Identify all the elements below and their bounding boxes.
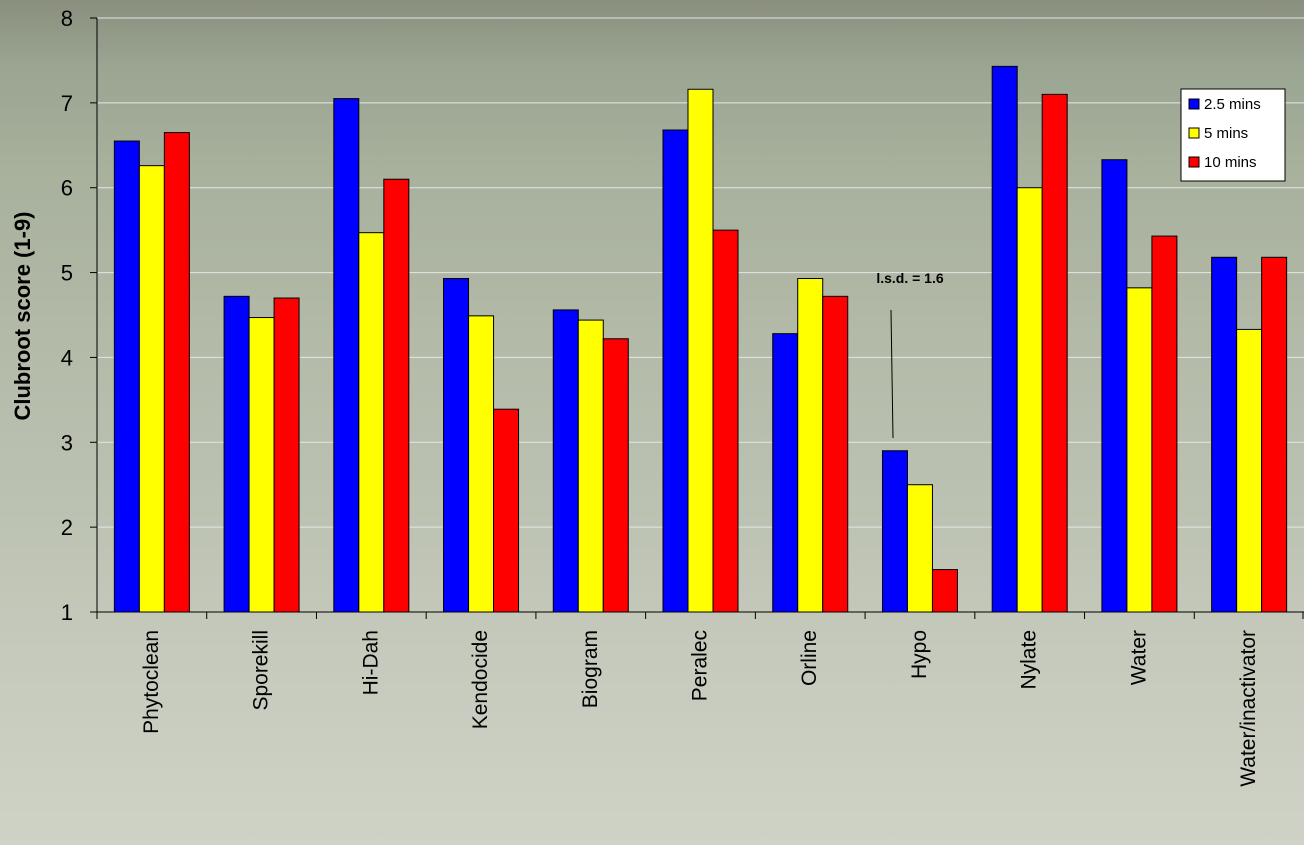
bar [223,295,250,613]
y-tick-labels: 1 2 3 4 5 6 7 8 [61,6,73,625]
bar [493,408,520,613]
bar [1126,287,1153,613]
legend-label: 5 mins [1204,125,1248,142]
bar [468,315,495,613]
category-label: Biogram [579,630,602,708]
category-label: Water [1127,630,1150,685]
bar [712,229,739,613]
bar [1261,256,1288,613]
y-tick-label: 8 [61,6,73,31]
bar [881,450,908,613]
legend-label: 2.5 mins [1204,96,1261,113]
category-label: Kendocide [469,630,492,729]
category-label: Hi-Dah [359,630,382,695]
legend-swatch [1188,127,1200,139]
category-label: Orline [798,630,821,686]
bar [358,232,385,613]
y-tick-label: 2 [61,515,73,540]
bar [906,484,933,613]
category-label: Nylate [1018,630,1041,690]
category-label: Hypo [908,630,931,679]
category-label: Phytoclean [140,630,163,734]
bars [113,65,1288,613]
bar [822,295,849,613]
bar [931,569,958,613]
bar [687,88,714,613]
bar [1151,235,1178,613]
y-tick-label: 1 [61,600,73,625]
bar [662,129,689,613]
y-axis-label: Clubroot score (1-9) [10,211,35,420]
y-tick-label: 3 [61,430,73,455]
lsd-annotation: l.s.d. = 1.6 [876,270,944,439]
category-label: Peralec [689,630,712,701]
bar [797,278,824,613]
y-tick-label: 6 [61,176,73,201]
bar [1236,328,1263,613]
bar [273,297,300,613]
lsd-annotation-text: l.s.d. = 1.6 [876,270,944,286]
bar [443,278,470,613]
bar [772,333,799,613]
category-label: Water/inactivator [1237,630,1260,787]
legend-swatch [1188,156,1200,168]
bar [383,178,410,613]
y-tick-label: 7 [61,91,73,116]
bar [248,317,275,613]
bar [1211,256,1238,613]
bar [1016,187,1043,613]
category-labels: Phytoclean Sporekill Hi-Dah Kendocide Biogra… [140,630,1260,787]
category-label: Sporekill [250,630,273,711]
legend-swatch [1188,98,1200,110]
bar [552,309,579,613]
bar [577,319,604,613]
legend: 2.5 mins 5 mins 10 mins [1180,88,1286,182]
legend-label: 10 mins [1204,154,1257,171]
lsd-annotation-line [890,309,894,439]
bar [163,132,190,613]
bar [113,140,140,613]
bar [602,338,629,613]
y-tick-label: 4 [61,345,73,370]
bar [1041,93,1068,613]
bar [333,98,360,613]
bar [138,165,165,613]
bar [991,65,1018,613]
y-tick-label: 5 [61,261,73,286]
bar [1101,159,1128,613]
